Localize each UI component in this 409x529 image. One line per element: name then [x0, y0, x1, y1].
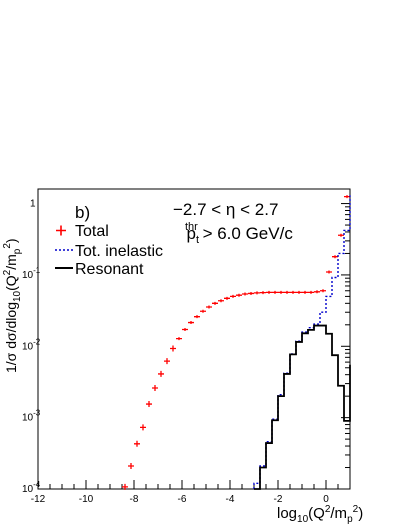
total-point — [236, 293, 242, 297]
x-tick-label: -12 — [31, 494, 46, 505]
total-point — [254, 291, 260, 295]
total-point — [308, 290, 314, 294]
total-point — [248, 291, 254, 295]
total-point — [146, 401, 152, 408]
series-resonant — [254, 324, 351, 490]
total-point — [152, 385, 158, 392]
x-tick-label: 0 — [323, 494, 329, 505]
total-point — [218, 299, 224, 303]
legend-label-total: Total — [75, 223, 109, 240]
total-point — [344, 195, 350, 199]
total-point — [284, 290, 290, 294]
y-tick-label: 10-4 — [22, 480, 41, 495]
total-point — [314, 290, 320, 294]
x-tick-label: -4 — [226, 494, 235, 505]
x-tick-label: -10 — [79, 494, 94, 505]
total-point — [338, 233, 344, 237]
y-tick-label: 10-3 — [22, 409, 41, 424]
x-tick-label: -6 — [178, 494, 187, 505]
total-point — [326, 270, 332, 274]
total-point — [134, 440, 140, 447]
total-point — [140, 424, 146, 431]
total-point — [122, 483, 128, 490]
total-point — [128, 463, 134, 470]
total-point — [206, 305, 212, 309]
total-point — [176, 337, 182, 341]
x-axis-label: log10(Q2/mp2) — [277, 504, 363, 525]
y-tick-label: 10-1 — [22, 266, 41, 281]
total-point — [164, 358, 170, 365]
total-point — [242, 292, 248, 296]
legend-marker-total — [56, 225, 66, 236]
total-point — [320, 289, 326, 293]
total-point — [272, 290, 278, 294]
legend-entry-total: Total — [56, 223, 109, 240]
y-tick-label: 1 — [30, 199, 36, 210]
legend: Total Tot. inelastic Resonant — [55, 223, 163, 278]
total-point — [182, 327, 188, 331]
total-point — [194, 315, 200, 319]
total-point — [302, 290, 308, 294]
total-point — [266, 290, 272, 294]
total-point — [212, 301, 218, 305]
total-point — [230, 294, 236, 298]
series-total — [122, 195, 350, 490]
total-point — [200, 309, 206, 313]
legend-label-resonant: Resonant — [75, 261, 144, 278]
total-point — [332, 255, 338, 259]
y-tick-label: 10-2 — [22, 337, 41, 352]
total-point — [290, 290, 296, 294]
y-axis-label: 1/σ dσ/dlog10(Q2/mp2) — [2, 238, 23, 373]
panel-label: b) — [75, 203, 90, 222]
total-point — [278, 290, 284, 294]
eta-cut-annotation: −2.7 < η < 2.7 — [173, 200, 278, 219]
x-tick-label: -2 — [274, 494, 283, 505]
legend-entry-resonant: Resonant — [55, 261, 144, 278]
legend-label-inelastic: Tot. inelastic — [75, 243, 163, 260]
total-point — [188, 321, 194, 325]
legend-entry-inelastic: Tot. inelastic — [55, 243, 163, 260]
pt-threshold-annotation: ptthr > 6.0 GeV/c — [185, 221, 293, 246]
total-point — [260, 291, 266, 295]
total-point — [158, 370, 164, 377]
x-tick-label: -8 — [130, 494, 139, 505]
total-point — [170, 345, 176, 352]
total-point — [296, 290, 302, 294]
total-point — [224, 296, 230, 300]
